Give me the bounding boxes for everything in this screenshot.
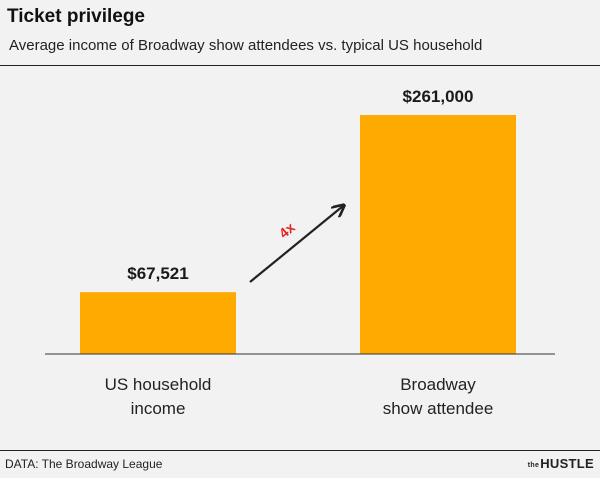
bar-1 [80,292,236,354]
chart-title: Ticket privilege [7,6,145,27]
bottom-rule [0,450,600,451]
category-label-2-line-2: show attendee [383,399,494,418]
multiplier-annotation: 4x [276,219,298,241]
bar-value-label-1: $67,521 [127,264,188,283]
bar-2 [360,115,516,354]
category-label-1-line-2: income [131,399,186,418]
chart-subtitle: Average income of Broadway show attendee… [9,37,483,54]
data-source: DATA: The Broadway League [5,457,163,471]
brand-logo: theHUSTLE [527,456,594,471]
category-label-2-line-1: Broadway [400,375,476,394]
arrow-icon [249,206,343,283]
top-rule [0,65,600,66]
category-label-1-line-1: US household [105,375,212,394]
bar-chart: $67,521 US household income $261,000 Broadwa… [45,87,555,418]
bar-value-label-2: $261,000 [403,87,474,106]
